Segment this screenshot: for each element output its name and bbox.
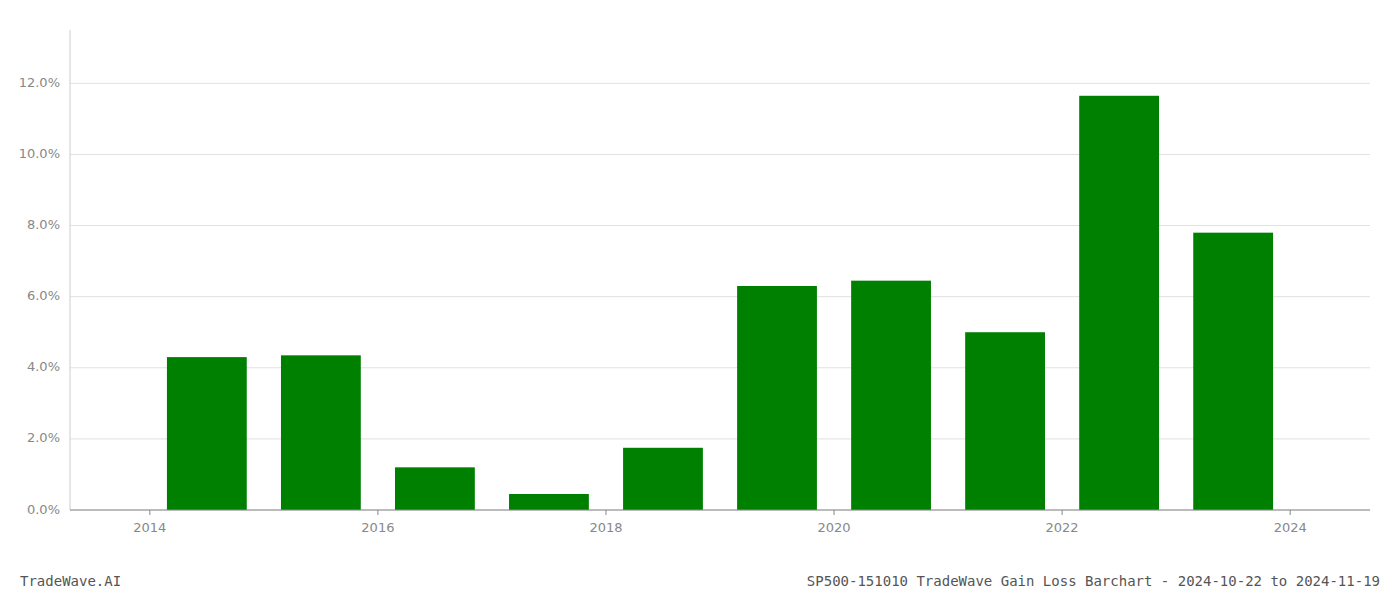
x-axis: 2014 2016 2018 2020 2022 2024 xyxy=(70,510,1370,535)
x-tick-label: 2022 xyxy=(1046,520,1079,535)
bar xyxy=(623,448,703,510)
y-tick-label: 8.0% xyxy=(27,217,60,232)
chart-container: 0.0%2.0%4.0%6.0%8.0%10.0%12.0%2014201620… xyxy=(0,0,1400,600)
chart-svg: 0.0%2.0%4.0%6.0%8.0%10.0%12.0%2014201620… xyxy=(0,0,1400,600)
y-tick-label: 2.0% xyxy=(27,430,60,445)
x-tick-label: 2024 xyxy=(1274,520,1307,535)
y-tick-label: 0.0% xyxy=(27,502,60,517)
bar xyxy=(851,281,931,510)
x-tick xyxy=(377,510,378,515)
y-tick-label: 12.0% xyxy=(19,75,60,90)
grid-line xyxy=(70,83,1370,84)
y-tick-label: 4.0% xyxy=(27,359,60,374)
bar xyxy=(281,355,361,510)
bar xyxy=(1079,96,1159,510)
footer-text: SP500-151010 TradeWave Gain Loss Barchar… xyxy=(807,573,1380,589)
bar xyxy=(395,467,475,510)
y-tick-label: 6.0% xyxy=(27,288,60,303)
x-tick xyxy=(149,510,150,515)
y-axis-line xyxy=(70,30,71,510)
y-axis: 0.0% 2.0% 4.0% 6.0% 8.0% 10.0% 12.0% xyxy=(19,30,70,517)
y-tick-label: 10.0% xyxy=(19,146,60,161)
bar xyxy=(1193,233,1273,510)
grid-line xyxy=(70,154,1370,155)
footer: TradeWave.AI SP500-151010 TradeWave Gain … xyxy=(20,573,1380,589)
x-tick xyxy=(1062,510,1063,515)
grid-line xyxy=(70,296,1370,297)
x-tick xyxy=(834,510,835,515)
grid xyxy=(70,83,1370,510)
footer-text: TradeWave.AI xyxy=(20,573,121,589)
x-tick-label: 2018 xyxy=(589,520,622,535)
bar xyxy=(737,286,817,510)
bar xyxy=(509,494,589,510)
x-axis-line xyxy=(70,510,1370,511)
x-tick xyxy=(1290,510,1291,515)
x-tick-label: 2020 xyxy=(817,520,850,535)
grid-line xyxy=(70,225,1370,226)
grid-line xyxy=(70,438,1370,439)
background xyxy=(0,0,1400,600)
grid-line xyxy=(70,367,1370,368)
bar xyxy=(167,357,247,510)
grid-line xyxy=(70,510,1370,511)
x-tick-label: 2014 xyxy=(133,520,166,535)
bar xyxy=(965,332,1045,510)
x-tick xyxy=(605,510,606,515)
x-tick-label: 2016 xyxy=(361,520,394,535)
bars xyxy=(167,96,1273,510)
